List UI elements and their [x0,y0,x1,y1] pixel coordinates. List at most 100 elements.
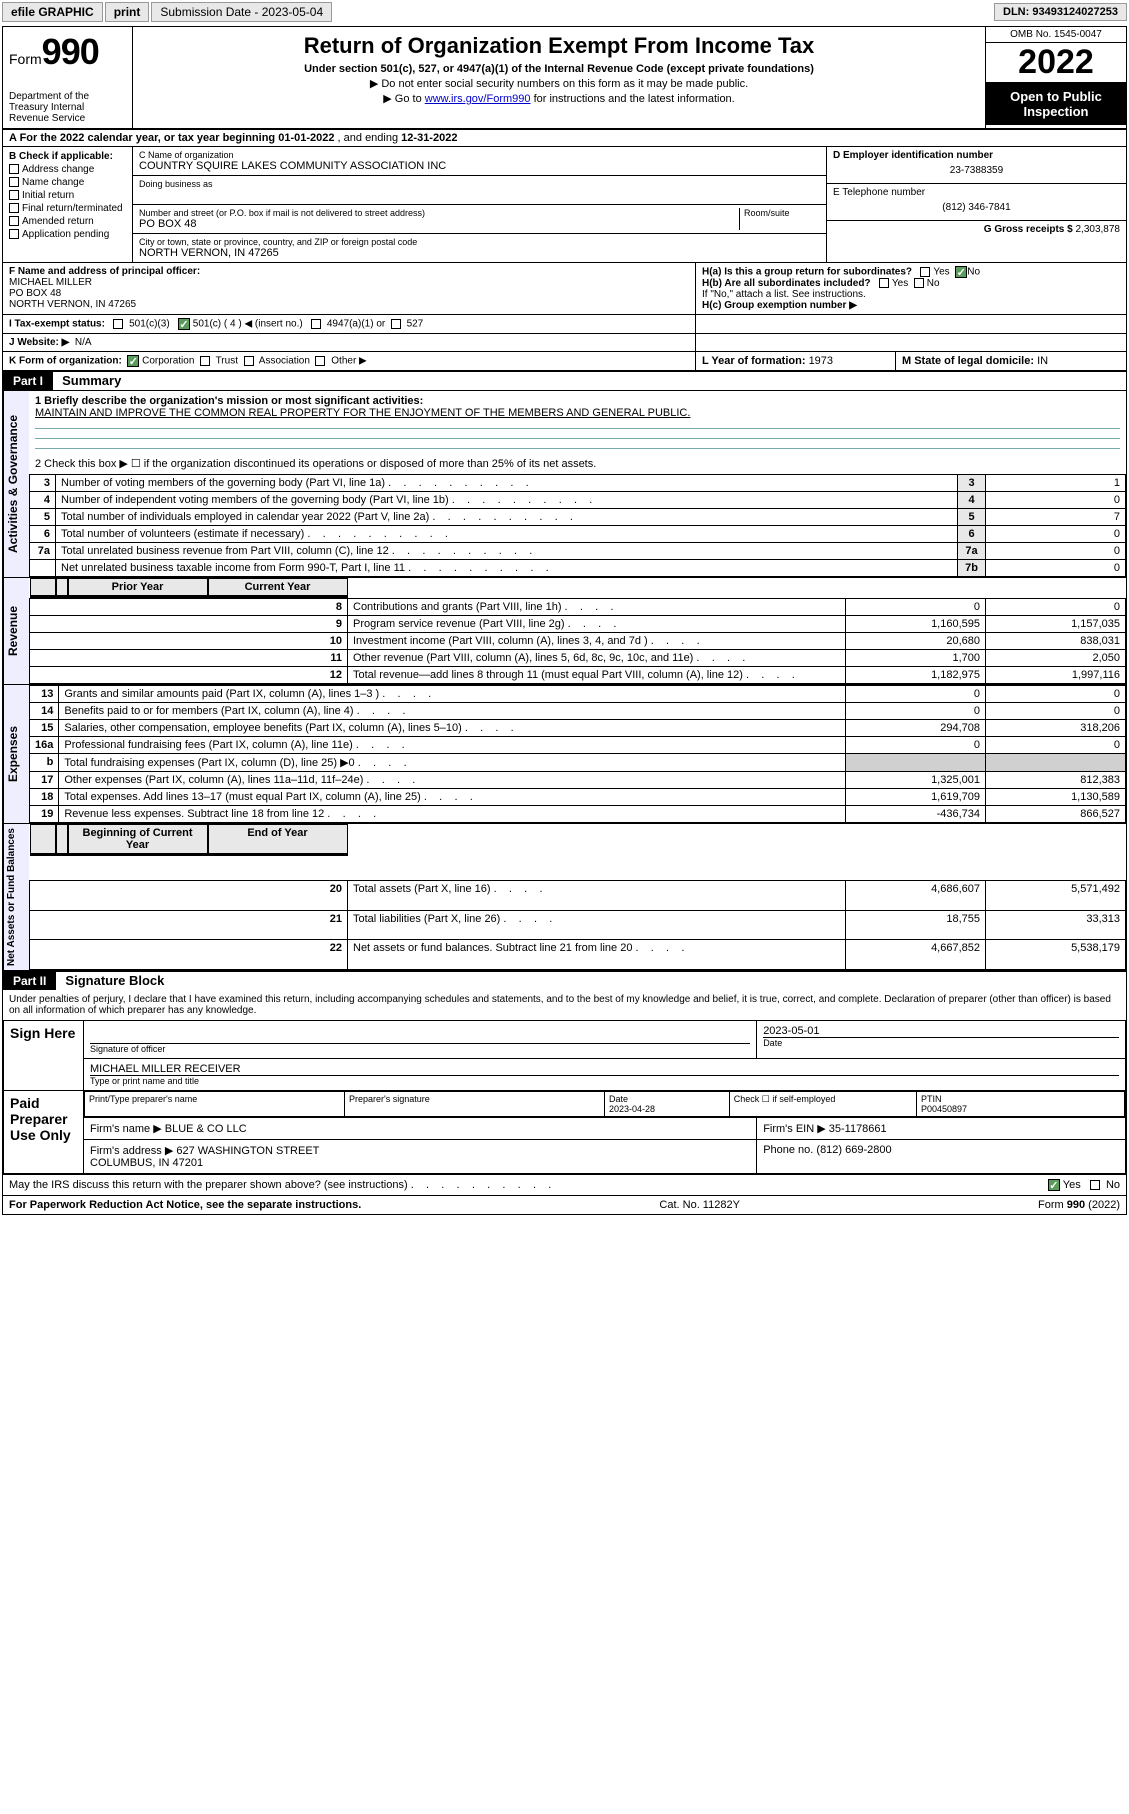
org-name-label: C Name of organization [139,150,820,160]
firm-name: BLUE & CO LLC [165,1123,247,1135]
discuss-question: May the IRS discuss this return with the… [9,1179,1048,1191]
mission-text: MAINTAIN AND IMPROVE THE COMMON REAL PRO… [35,407,690,419]
line-2-discontinued: 2 Check this box ▶ ☐ if the organization… [29,453,1126,474]
year-formation: 1973 [809,355,833,367]
officer-name-label: Type or print name and title [90,1075,1119,1086]
checkbox-discuss-no[interactable] [1090,1180,1100,1190]
checkbox-discuss-yes-checked[interactable]: ✓ [1048,1179,1060,1191]
checkbox-4947[interactable] [311,319,321,329]
opt-527: 527 [407,319,424,330]
website-value: N/A [75,337,92,348]
mission-label: 1 Briefly describe the organization's mi… [35,395,423,407]
form-org-label: K Form of organization: [9,356,122,367]
dba-label: Doing business as [139,179,820,189]
checkbox-501c-checked[interactable]: ✓ [178,318,190,330]
revenue-table: Prior YearCurrent Year8Contributions and… [29,578,1126,684]
opt-address-change: Address change [22,164,94,175]
part1-title: Summary [56,371,127,390]
checkbox-hb-yes[interactable] [879,278,889,288]
tax-year-begin: 01-01-2022 [278,132,334,144]
opt-other: Other ▶ [331,356,366,367]
side-governance: Activities & Governance [3,391,29,577]
cat-no: Cat. No. 11282Y [659,1199,740,1211]
checkbox-trust[interactable] [200,356,210,366]
pp-date-label: Date [609,1094,628,1104]
checkbox-527[interactable] [391,319,401,329]
net-assets-table: Beginning of Current YearEnd of Year20To… [29,824,1126,970]
side-revenue: Revenue [3,578,29,684]
sig-officer-label: Signature of officer [90,1043,750,1054]
checkbox-other[interactable] [315,356,325,366]
opt-trust: Trust [216,356,238,367]
dln: DLN: 93493124027253 [994,3,1127,21]
form-number: Form990 [9,31,126,73]
side-expenses: Expenses [3,685,29,823]
efile-graphic-button[interactable]: efile GRAPHIC [2,2,103,22]
opt-501c: 501(c) ( 4 ) ◀ (insert no.) [193,319,303,330]
street-address: PO BOX 48 [139,218,735,230]
checkbox-address-change[interactable] [9,164,19,174]
submission-date: Submission Date - 2023-05-04 [151,2,332,22]
checkbox-amended[interactable] [9,216,19,226]
part2-title: Signature Block [59,971,170,990]
pp-self-employed: Check ☐ if self-employed [729,1092,916,1117]
checkbox-corp-checked[interactable]: ✓ [127,355,139,367]
opt-amended: Amended return [22,216,94,227]
open-inspection: Open to Public Inspection [986,83,1126,125]
checkbox-final-return[interactable] [9,203,19,213]
opt-final-return: Final return/terminated [22,203,123,214]
part2-header: Part II [3,972,56,990]
opt-assoc: Association [259,356,310,367]
officer-name-title: MICHAEL MILLER RECEIVER [90,1063,1119,1075]
firm-name-label: Firm's name ▶ [90,1123,165,1135]
hb-label: H(b) Are all subordinates included? [702,278,871,289]
checkbox-name-change[interactable] [9,177,19,187]
row-a-mid: , and ending [338,132,402,144]
goto-pre: ▶ Go to [383,93,424,105]
col-b-checkboxes: B Check if applicable: Address change Na… [3,147,133,262]
form-word: Form [9,51,42,67]
col-b-label: B Check if applicable: [9,151,126,162]
checkbox-ha-no-checked[interactable]: ✓ [955,266,967,278]
hb-no: No [927,278,940,289]
opt-corp: Corporation [142,356,194,367]
irs-link[interactable]: www.irs.gov/Form990 [425,93,531,105]
form-990-page: Form990 Department of the Treasury Inter… [2,26,1127,1215]
paperwork-notice: For Paperwork Reduction Act Notice, see … [9,1199,361,1211]
perjury-declaration: Under penalties of perjury, I declare th… [3,990,1126,1020]
addr-label: Number and street (or P.O. box if mail i… [139,208,735,218]
discuss-yes: Yes [1063,1179,1081,1191]
paid-preparer-label: Paid Preparer Use Only [4,1091,84,1174]
checkbox-hb-no[interactable] [914,278,924,288]
room-label: Room/suite [744,208,820,218]
expenses-table: 13Grants and similar amounts paid (Part … [29,685,1126,823]
checkbox-assoc[interactable] [244,356,254,366]
checkbox-app-pending[interactable] [9,229,19,239]
print-button[interactable]: print [105,2,150,22]
signature-table: Sign Here Signature of officer 2023-05-0… [3,1020,1126,1174]
ha-label: H(a) Is this a group return for subordin… [702,267,912,278]
year-formation-label: L Year of formation: [702,355,809,367]
firm-ein-label: Firm's EIN ▶ [763,1123,829,1135]
checkbox-501c3[interactable] [113,319,123,329]
tax-year-end: 12-31-2022 [401,132,457,144]
checkbox-initial-return[interactable] [9,190,19,200]
ein-value: 23-7388359 [833,161,1120,180]
firm-ein: 35-1178661 [829,1123,887,1135]
ptin-label: PTIN [921,1094,942,1104]
checkbox-ha-yes[interactable] [920,267,930,277]
side-net-assets: Net Assets or Fund Balances [3,824,29,970]
ein-label: D Employer identification number [833,150,1120,161]
gross-receipts-value: 2,303,878 [1076,224,1121,235]
pp-name-label: Print/Type preparer's name [85,1092,345,1117]
sig-date-label: Date [763,1037,1119,1048]
footer-form: 990 [1067,1199,1085,1211]
pp-date: 2023-04-28 [609,1104,655,1114]
pp-sig-label: Preparer's signature [345,1092,605,1117]
sign-here-label: Sign Here [4,1021,84,1091]
officer-value: MICHAEL MILLER PO BOX 48 NORTH VERNON, I… [9,277,136,310]
governance-table: 3Number of voting members of the governi… [29,474,1126,577]
opt-4947: 4947(a)(1) or [327,319,385,330]
ptin-value: P00450897 [921,1104,967,1114]
row-a-label: A For the 2022 calendar year, or tax yea… [9,132,278,144]
